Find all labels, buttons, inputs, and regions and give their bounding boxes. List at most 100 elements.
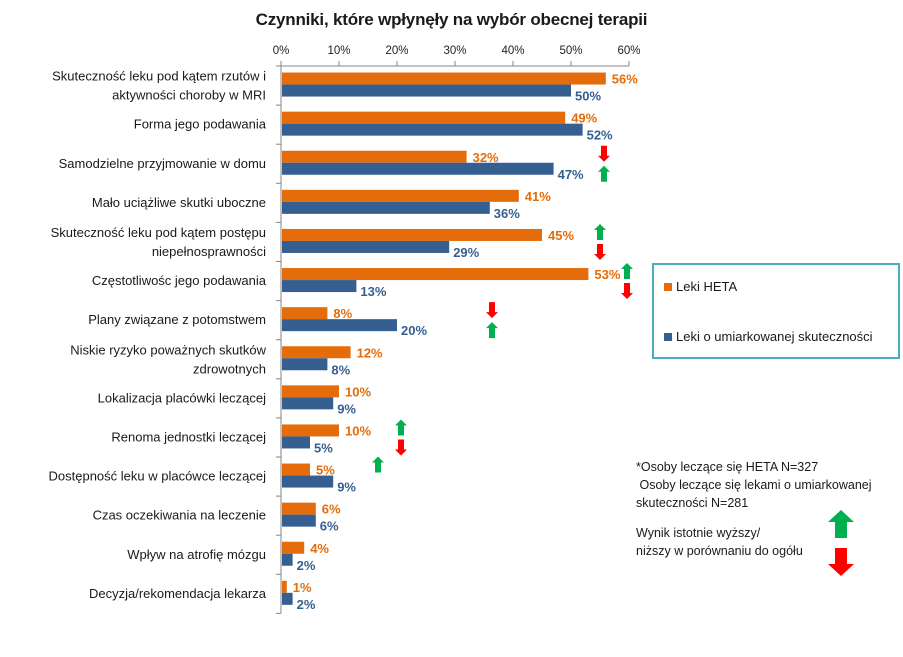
note-line-2: Osoby leczące się lekami o umiarkowanej <box>636 478 872 492</box>
arrow-up-icon <box>598 165 610 182</box>
legend-item-heta: Leki HETA <box>664 279 737 294</box>
arrow-up-icon <box>486 322 498 339</box>
significance-legend-arrows <box>828 510 854 576</box>
arrow-down-icon <box>486 302 498 319</box>
x-tick-label: 20% <box>385 45 408 57</box>
bar-moderate <box>282 475 334 488</box>
arrow-down-icon <box>621 283 633 300</box>
value-label-moderate: 9% <box>337 480 356 495</box>
x-tick-label: 0% <box>273 45 290 57</box>
bar-heta <box>282 424 339 437</box>
arrow-down-icon <box>598 145 610 162</box>
category-label: Mało uciążliwe skutki uboczne <box>92 195 266 210</box>
bar-moderate <box>282 240 450 253</box>
arrow-up-icon <box>372 456 384 473</box>
bar-heta <box>282 541 305 554</box>
value-label-heta: 1% <box>293 580 312 595</box>
value-label-heta: 5% <box>316 463 335 478</box>
bar-moderate <box>282 162 554 175</box>
category-label-line: Skuteczność leku pod kątem postępu <box>51 225 266 240</box>
bar-heta <box>282 111 566 124</box>
value-label-moderate: 50% <box>575 89 601 104</box>
x-tick-label: 10% <box>327 45 350 57</box>
category-label-line: niepełnosprawności <box>152 244 266 259</box>
value-label-moderate: 29% <box>453 245 479 260</box>
bar-heta <box>282 502 316 515</box>
legend-label-moderate: Leki o umiarkowanej skuteczności <box>676 329 873 344</box>
value-label-moderate: 52% <box>587 128 613 143</box>
value-label-heta: 53% <box>594 267 620 282</box>
arrow-up-icon <box>395 419 407 436</box>
bar-moderate <box>282 514 316 527</box>
bar-moderate <box>282 397 334 410</box>
value-label-moderate: 47% <box>558 167 584 182</box>
bar-moderate <box>282 280 357 293</box>
bar-heta <box>282 189 519 202</box>
bar-moderate <box>282 123 583 136</box>
bar-heta <box>282 150 467 163</box>
legend: Leki HETA Leki o umiarkowanej skutecznoś… <box>652 263 900 359</box>
bar-moderate <box>282 358 328 371</box>
legend-swatch-moderate <box>664 332 672 341</box>
value-label-heta: 45% <box>548 228 574 243</box>
significance-line-2: niższy w porównaniu do ogółu <box>636 544 803 558</box>
significance-line-1: Wynik istotnie wyższy/ <box>636 526 761 540</box>
category-label: Wpływ na atrofię mózgu <box>127 547 266 562</box>
category-label: Decyzja/rekomendacja lekarza <box>89 586 267 601</box>
arrow-down-icon <box>594 243 606 260</box>
bar-moderate <box>282 201 490 214</box>
bar-heta <box>282 268 589 281</box>
category-label-line: zdrowotnych <box>193 361 266 376</box>
bar-heta <box>282 346 351 359</box>
value-label-moderate: 36% <box>494 206 520 221</box>
category-label: Częstotliwośc jego podawania <box>92 273 267 288</box>
bar-heta <box>282 463 310 476</box>
category-label: Czas oczekiwania na leczenie <box>93 508 266 523</box>
x-tick-label: 60% <box>617 45 640 57</box>
value-label-moderate: 13% <box>360 284 386 299</box>
bar-moderate <box>282 436 310 449</box>
bar-heta <box>282 385 339 398</box>
value-label-heta: 10% <box>345 384 371 399</box>
category-label: Forma jego podawania <box>134 117 267 132</box>
value-label-heta: 41% <box>525 189 551 204</box>
value-label-heta: 10% <box>345 423 371 438</box>
category-label-line: Niskie ryzyko poważnych skutków <box>70 342 266 357</box>
significance-arrows <box>372 145 633 473</box>
legend-swatch-heta <box>664 282 672 291</box>
arrow-down-icon <box>828 548 854 576</box>
value-label-heta: 4% <box>310 541 329 556</box>
bar-moderate <box>282 553 293 566</box>
x-axis: 0% 10% 20% 30% 40% 50% 60% <box>273 45 641 614</box>
value-label-heta: 32% <box>473 150 499 165</box>
value-label-heta: 8% <box>333 306 352 321</box>
bar-moderate <box>282 592 293 605</box>
category-label: Plany związane z potomstwem <box>88 312 266 327</box>
value-label-moderate: 20% <box>401 323 427 338</box>
chart-title: Czynniki, które wpłynęły na wybór obecne… <box>255 10 648 29</box>
category-label-line: aktywności choroby w MRI <box>112 88 266 103</box>
arrow-down-icon <box>395 439 407 456</box>
value-label-moderate: 2% <box>297 558 316 573</box>
x-tick-label: 40% <box>501 45 524 57</box>
bar-heta <box>282 580 287 593</box>
bar-moderate <box>282 84 571 97</box>
arrow-up-icon <box>621 263 633 280</box>
category-label: Renoma jednostki leczącej <box>111 429 266 444</box>
value-label-heta: 12% <box>357 345 383 360</box>
value-label-moderate: 5% <box>314 440 333 455</box>
value-label-moderate: 9% <box>337 401 356 416</box>
value-label-heta: 6% <box>322 502 341 517</box>
category-label: Niskie ryzyko poważnych skutków zdrowotny… <box>70 342 266 376</box>
category-label: Skuteczność leku pod kątem postępu niepeł… <box>51 225 266 259</box>
note-line-3: skuteczności N=281 <box>636 496 749 510</box>
bar-heta <box>282 307 328 320</box>
bar-moderate <box>282 319 397 332</box>
arrow-up-icon <box>594 223 606 240</box>
value-label-moderate: 2% <box>297 597 316 612</box>
category-labels: Skuteczność leku pod kątem rzutów i aktyw… <box>49 69 267 601</box>
value-label-moderate: 6% <box>320 519 339 534</box>
legend-label-heta: Leki HETA <box>676 279 738 294</box>
category-label: Lokalizacja placówki leczącej <box>98 390 266 405</box>
